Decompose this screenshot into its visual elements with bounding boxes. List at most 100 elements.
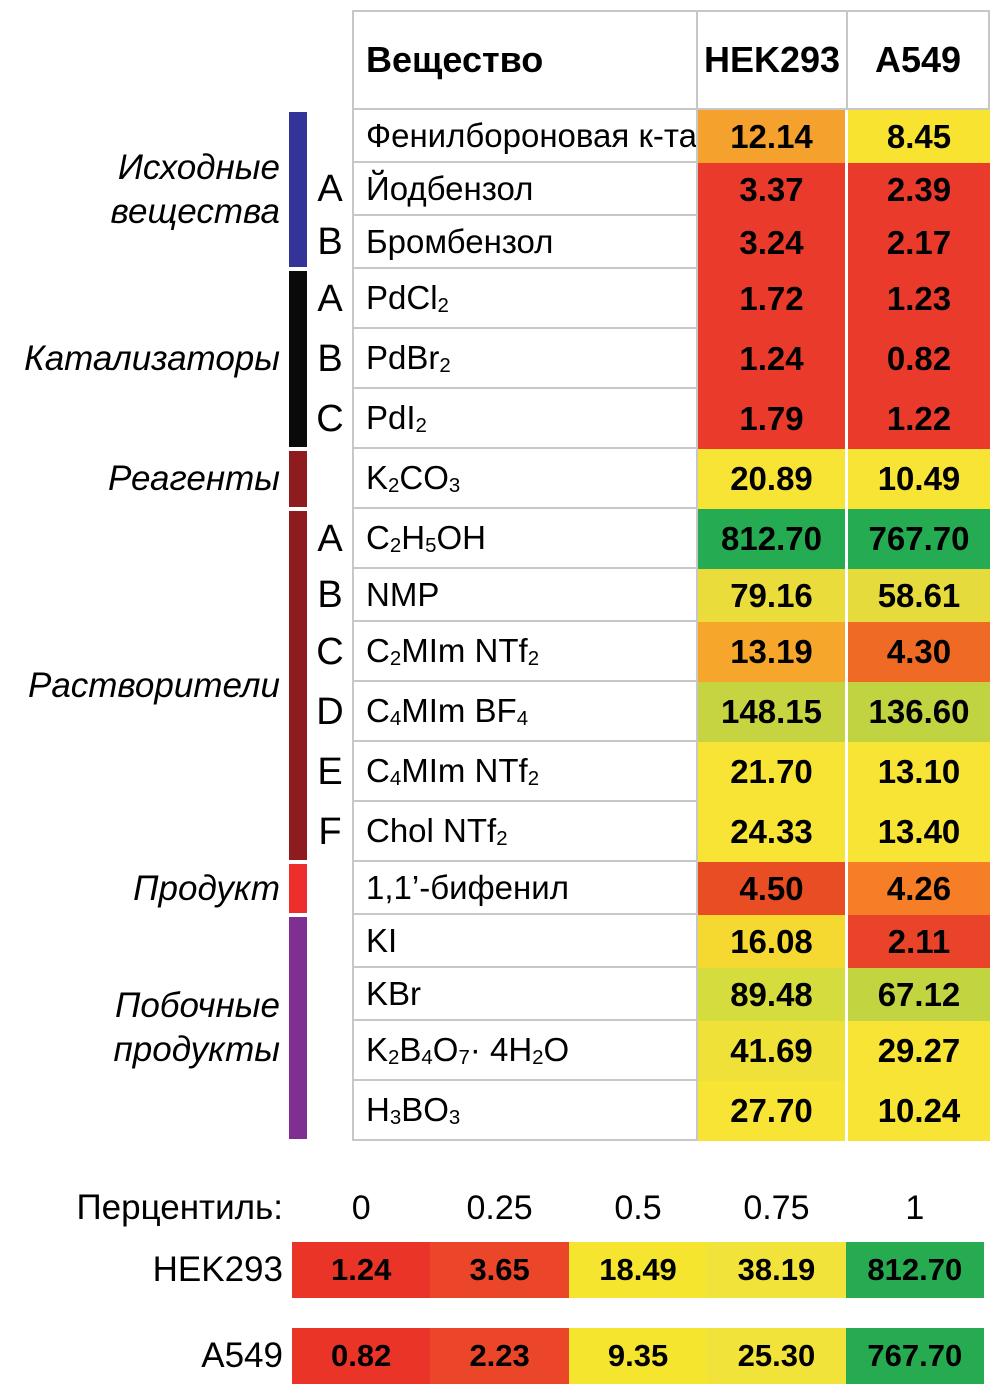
group-label: Растворители — [27, 666, 280, 705]
column-gap — [845, 569, 848, 622]
column-gap — [845, 269, 848, 329]
a549-value-cell: 767.70 — [848, 509, 990, 569]
substance-name: Фенилбороновая к-та — [352, 110, 698, 163]
group-label: Катализаторы — [24, 339, 280, 378]
column-header-hek293: HEK293 — [696, 10, 848, 110]
table-row: Йодбензол 3.37 2.39 — [352, 163, 990, 216]
substance-name: Chol NTf 2 — [352, 802, 698, 862]
substance-name: 1,1’-бифенил — [352, 862, 698, 915]
legend-cell: 767.70 — [845, 1328, 985, 1384]
substance-name: K 2 CO 3 — [352, 449, 698, 509]
row-variant-letter: A — [317, 517, 343, 560]
hek293-value-cell: 27.70 — [698, 1081, 845, 1141]
a549-value-cell: 136.60 — [848, 682, 990, 742]
substance-name: C 4 MIm NTf 2 — [352, 742, 698, 802]
column-gap — [845, 915, 848, 968]
hek293-value-cell: 13.19 — [698, 622, 845, 682]
hek293-value-cell: 1.79 — [698, 389, 845, 449]
row-variant-letter: C — [316, 630, 344, 673]
group-color-bar — [289, 112, 307, 267]
legend-color-band: 0.82 2.23 9.35 25.30 767.70 — [292, 1328, 985, 1384]
column-gap — [845, 802, 848, 862]
column-gap — [845, 163, 848, 216]
group-label: Побочные продукты — [113, 986, 280, 1069]
legend-row-label: HEK293 — [152, 1250, 283, 1289]
table-row: PdCl 2 1.72 1.23 — [352, 269, 990, 329]
legend-cell: 0.82 — [292, 1328, 431, 1384]
table-row: C 4 MIm NTf 2 21.70 13.10 — [352, 742, 990, 802]
a549-value-cell: 67.12 — [848, 968, 990, 1021]
substance-name: Йодбензол — [352, 163, 698, 216]
table-header-row: Вещество HEK293 A549 — [352, 10, 990, 110]
legend-row-label: A549 — [201, 1336, 283, 1375]
legend-cell: 3.65 — [430, 1242, 569, 1298]
column-gap — [845, 1021, 848, 1081]
hek293-value-cell: 24.33 — [698, 802, 845, 862]
legend-color-band: 1.24 3.65 18.49 38.19 812.70 — [292, 1242, 985, 1298]
table-row: H 3 BO 3 27.70 10.24 — [352, 1081, 990, 1141]
hek293-value-cell: 1.72 — [698, 269, 845, 329]
table-row: KBr 89.48 67.12 — [352, 968, 990, 1021]
a549-value-cell: 1.23 — [848, 269, 990, 329]
legend-percentile-tick: 0.5 — [614, 1189, 662, 1227]
column-gap — [845, 329, 848, 389]
table-row: C 4 MIm BF 4 148.15 136.60 — [352, 682, 990, 742]
substance-heatmap-table: Вещество HEK293 A549 Фенилбороновая к-та… — [352, 10, 990, 1141]
group-color-bar — [289, 511, 307, 860]
hek293-value-cell: 79.16 — [698, 569, 845, 622]
column-gap — [845, 742, 848, 802]
column-gap — [845, 1081, 848, 1141]
hek293-value-cell: 16.08 — [698, 915, 845, 968]
a549-value-cell: 8.45 — [848, 110, 990, 163]
legend-percentile-tick: 0.25 — [466, 1189, 533, 1227]
substance-name: KBr — [352, 968, 698, 1021]
column-gap — [845, 110, 848, 163]
table-row: KI 16.08 2.11 — [352, 915, 990, 968]
column-gap — [845, 449, 848, 509]
row-variant-letter: A — [317, 277, 343, 320]
a549-value-cell: 10.24 — [848, 1081, 990, 1141]
hek293-value-cell: 89.48 — [698, 968, 845, 1021]
substance-name: C 4 MIm BF 4 — [352, 682, 698, 742]
group-color-bar — [289, 451, 307, 507]
column-gap — [845, 862, 848, 915]
table-row: 1,1’-бифенил 4.50 4.26 — [352, 862, 990, 915]
column-header-a549: A549 — [846, 10, 990, 110]
table-row: C 2 H 5 OH 812.70 767.70 — [352, 509, 990, 569]
hek293-value-cell: 812.70 — [698, 509, 845, 569]
table-row: Фенилбороновая к-та 12.14 8.45 — [352, 110, 990, 163]
group-color-bar — [289, 917, 307, 1139]
substance-name: PdCl 2 — [352, 269, 698, 329]
substance-name: NMP — [352, 569, 698, 622]
column-gap — [845, 682, 848, 742]
a549-value-cell: 58.61 — [848, 569, 990, 622]
substance-name: PdBr 2 — [352, 329, 698, 389]
hek293-value-cell: 148.15 — [698, 682, 845, 742]
row-variant-letter: D — [316, 690, 344, 733]
a549-value-cell: 29.27 — [848, 1021, 990, 1081]
table-row: C 2 MIm NTf 2 13.19 4.30 — [352, 622, 990, 682]
table-body: Фенилбороновая к-та 12.14 8.45 Йодбензол 3.3… — [352, 110, 990, 1141]
column-gap — [845, 622, 848, 682]
group-color-bar — [289, 271, 307, 447]
row-variant-letter: B — [317, 337, 343, 380]
a549-value-cell: 0.82 — [848, 329, 990, 389]
table-row: Chol NTf 2 24.33 13.40 — [352, 802, 990, 862]
row-variant-letter: B — [317, 221, 343, 263]
column-gap — [845, 389, 848, 449]
substance-name: C 2 H 5 OH — [352, 509, 698, 569]
hek293-value-cell: 3.24 — [698, 216, 845, 269]
group-label: Исходные вещества — [110, 148, 280, 231]
legend-cell: 38.19 — [707, 1242, 846, 1298]
column-gap — [845, 509, 848, 569]
column-header-substance: Вещество — [352, 10, 698, 110]
a549-value-cell: 13.40 — [848, 802, 990, 862]
group-label: Реагенты — [108, 459, 280, 498]
substance-name: Бромбензол — [352, 216, 698, 269]
legend-cell: 25.30 — [707, 1328, 846, 1384]
a549-value-cell: 4.30 — [848, 622, 990, 682]
a549-value-cell: 2.39 — [848, 163, 990, 216]
legend-title: Перцентиль: — [76, 1188, 284, 1227]
